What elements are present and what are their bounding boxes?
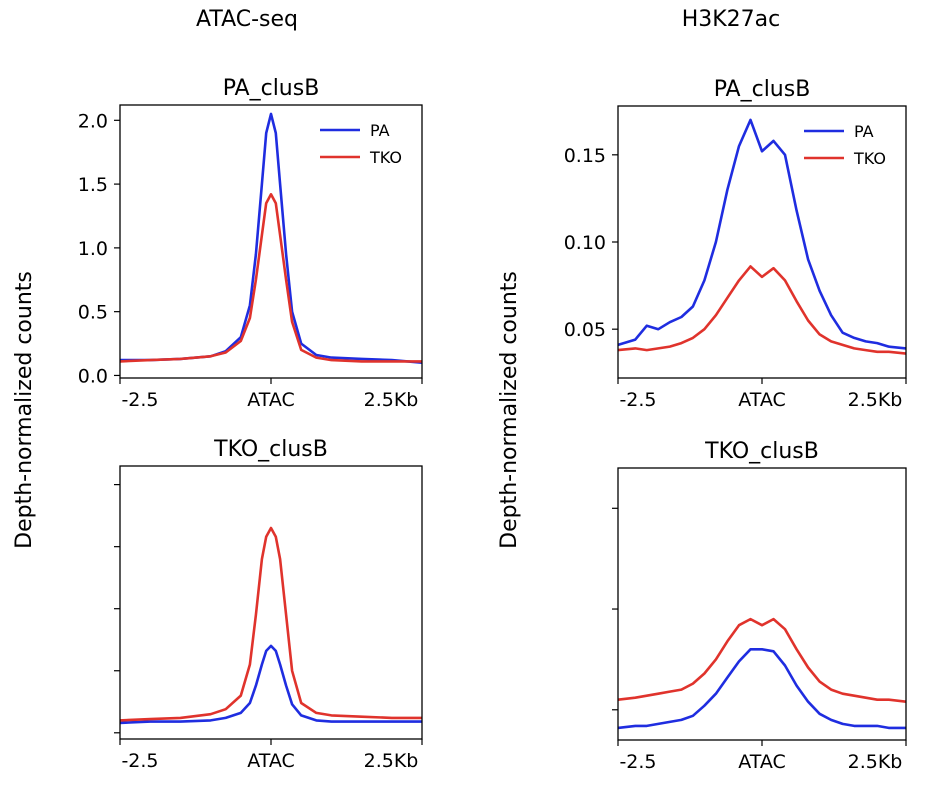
x-tick-label: 2.5Kb — [848, 751, 903, 773]
panel-1: PA_clusB 0.0 0.5 1.0 1.5 2.0 -2.5 ATAC 2.5Kb PA TK… — [78, 76, 423, 411]
x-tick-label: ATAC — [738, 751, 786, 773]
y-tick-label: 0.5 — [78, 302, 108, 324]
x-tick-label: 2.5Kb — [364, 750, 419, 772]
plot-frame — [617, 105, 907, 379]
legend-label-tko: TKO — [853, 149, 886, 168]
x-tick-label: -2.5 — [121, 750, 158, 772]
legend-label-pa: PA — [854, 122, 874, 141]
column-title-atac: ATAC-seq — [196, 7, 298, 32]
series-line-pa — [617, 118, 907, 350]
y-axis-label-left: Depth-normalized counts — [12, 271, 37, 549]
series-line-tko — [119, 193, 422, 363]
y-tick-label: 0.05 — [564, 319, 606, 341]
x-tick-label: ATAC — [247, 389, 295, 411]
x-tick-label: -2.5 — [619, 751, 656, 773]
y-tick-label: 0.0 — [78, 365, 108, 387]
panel-2: TKO_clusB -2.5 ATAC 2.5Kb — [114, 437, 423, 772]
y-tick-label: 0.15 — [564, 145, 606, 167]
y-tick-label: 1.0 — [78, 238, 108, 260]
panel-title: PA_clusB — [714, 77, 811, 102]
x-tick-label: 2.5Kb — [364, 389, 419, 411]
panel-title: TKO_clusB — [213, 437, 328, 462]
series-line-pa — [617, 648, 906, 730]
x-tick-label: 2.5Kb — [848, 389, 903, 411]
y-axis-label-right: Depth-normalized counts — [497, 271, 522, 549]
series-line-tko — [617, 617, 907, 703]
x-tick-label: -2.5 — [619, 389, 656, 411]
panel-4: TKO_clusB -2.5 ATAC 2.5Kb — [612, 439, 907, 773]
series-line-tko — [119, 526, 422, 722]
series-line-tko — [617, 265, 907, 355]
column-title-h3k27ac: H3K27ac — [682, 7, 781, 32]
panel-3: PA_clusB 0.05 0.10 0.15 -2.5 ATAC 2.5Kb PA TKO — [564, 77, 907, 411]
x-tick-label: ATAC — [247, 750, 295, 772]
y-tick-label: 0.10 — [564, 232, 606, 254]
legend-label-pa: PA — [370, 121, 390, 140]
legend-label-tko: TKO — [369, 148, 402, 167]
plot-frame — [119, 465, 423, 740]
plot-frame — [119, 104, 423, 379]
panel-title: PA_clusB — [223, 76, 320, 101]
panel-title: TKO_clusB — [704, 439, 819, 464]
y-tick-label: 1.5 — [78, 174, 108, 196]
plot-frame — [617, 467, 907, 741]
x-tick-label: ATAC — [738, 389, 786, 411]
series-line-pa — [119, 644, 422, 725]
y-tick-label: 2.0 — [78, 110, 108, 132]
x-tick-label: -2.5 — [121, 389, 158, 411]
